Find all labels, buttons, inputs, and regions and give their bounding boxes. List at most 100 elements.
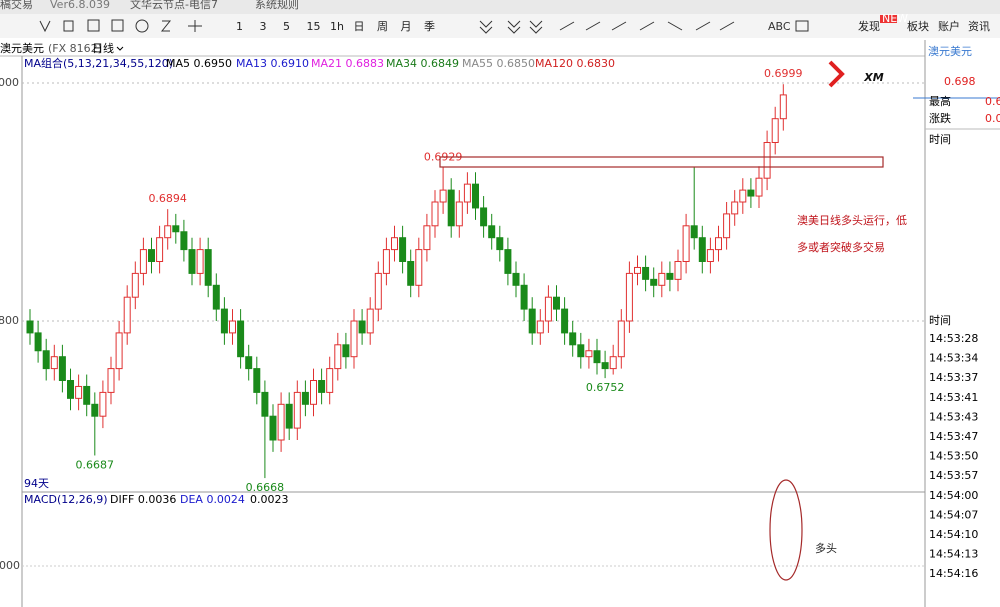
- candle-body: [99, 391, 107, 417]
- candle-body: [431, 201, 439, 227]
- title-text: 稿交易: [0, 0, 33, 11]
- annotation: 多头: [815, 541, 837, 555]
- icon[interactable]: [559, 21, 735, 31]
- candle-body: [763, 142, 771, 179]
- icon[interactable]: [507, 20, 521, 34]
- candle-body: [91, 403, 99, 417]
- candle-body: [358, 320, 366, 334]
- candle-body: [650, 278, 658, 286]
- candle-body: [301, 391, 309, 405]
- candle-body: [528, 308, 536, 334]
- period-button[interactable]: 15: [307, 20, 321, 33]
- candle-body: [131, 272, 139, 298]
- candle-body: [391, 237, 398, 251]
- time-row: 14:53:34: [929, 352, 978, 365]
- candle-body: [553, 296, 560, 310]
- candle-body: [334, 344, 342, 370]
- period-button[interactable]: 1: [236, 20, 243, 33]
- candle-body: [739, 189, 747, 203]
- icon[interactable]: [479, 20, 493, 34]
- period-button[interactable]: 5: [283, 20, 290, 33]
- candle-body: [561, 308, 569, 334]
- side-price: 0.698: [944, 75, 976, 88]
- candle-body: [536, 320, 544, 334]
- highlight-ellipse: [769, 479, 803, 581]
- candle-body: [342, 344, 350, 358]
- icon[interactable]: [39, 20, 51, 33]
- candle-body: [156, 237, 164, 262]
- candle-body: [698, 237, 706, 262]
- title-text: Ver6.8.039: [50, 0, 110, 11]
- dropdown-arrow[interactable]: [116, 46, 124, 51]
- abc-tool[interactable]: ABC: [768, 20, 791, 33]
- candle-body: [642, 266, 650, 280]
- icon[interactable]: [87, 19, 100, 32]
- period-button[interactable]: 周: [377, 20, 388, 33]
- icon[interactable]: [160, 20, 172, 32]
- candle-body: [504, 249, 512, 274]
- candle-body: [625, 272, 633, 322]
- badge-text: NEW: [882, 12, 908, 25]
- period-label[interactable]: 日线: [92, 41, 114, 55]
- period-button[interactable]: 3: [260, 20, 267, 33]
- side-label: 时间: [929, 133, 951, 146]
- icon[interactable]: [135, 19, 149, 33]
- icon[interactable]: [63, 20, 74, 32]
- menu-item[interactable]: 资讯: [968, 20, 990, 33]
- resistance-box: [439, 156, 884, 168]
- ma-legend: MA34 0.6849: [386, 57, 459, 70]
- macd-legend: DIFF 0.0036: [110, 493, 176, 506]
- ma-legend: MA13 0.6910: [236, 57, 309, 70]
- period-button[interactable]: 1h: [330, 20, 344, 33]
- candle-body: [220, 308, 228, 334]
- candle-body: [674, 261, 682, 280]
- ma-legend: MA120 0.6830: [535, 57, 615, 70]
- extreme-label: 0.6999: [764, 67, 803, 80]
- menu-item[interactable]: 发现: [858, 19, 880, 33]
- candle-body: [423, 225, 431, 251]
- macd-legend: 0.0023: [250, 493, 289, 506]
- candle-body: [601, 362, 609, 370]
- candle-body: [658, 272, 666, 286]
- candle-body: [666, 272, 674, 280]
- candle-body: [455, 201, 463, 227]
- candle-body: [593, 350, 601, 364]
- menu-item[interactable]: 账户: [938, 19, 960, 33]
- candle-body: [415, 249, 423, 286]
- candle-body: [715, 237, 722, 251]
- menu-item[interactable]: 板块: [907, 19, 929, 33]
- candle-body: [164, 225, 172, 239]
- candle-body: [706, 249, 714, 263]
- badge: [880, 15, 897, 23]
- icon[interactable]: [795, 20, 809, 32]
- candle-body: [544, 296, 552, 322]
- ma-legend: MA5 0.6950: [166, 57, 232, 70]
- candle-body: [779, 94, 787, 120]
- icon[interactable]: [529, 20, 543, 34]
- candle-body: [212, 284, 220, 310]
- period-button[interactable]: 季: [424, 20, 435, 33]
- candle-body: [196, 249, 204, 274]
- candle-body: [682, 225, 690, 263]
- y-tick-label: 0.7000: [0, 76, 19, 89]
- extreme-label: 0.6752: [586, 381, 625, 394]
- candle-body: [374, 272, 382, 310]
- macd-legend: DEA 0.0024: [180, 493, 245, 506]
- candle-body: [42, 350, 50, 370]
- candle-body: [50, 356, 58, 370]
- candle-body: [569, 332, 577, 346]
- icon[interactable]: [111, 19, 124, 32]
- period-button[interactable]: 月: [401, 20, 412, 33]
- icon[interactable]: [188, 20, 202, 32]
- candle-body: [115, 332, 123, 370]
- candle-body: [496, 237, 504, 251]
- candle-body: [75, 385, 83, 399]
- title-text: 文华云节点-电信7: [130, 0, 218, 11]
- annotation: 澳美日线多头运行，低: [797, 213, 907, 227]
- candle-body: [277, 403, 285, 441]
- days-label: 94天: [24, 477, 49, 490]
- time-row: 14:53:50: [929, 450, 978, 463]
- period-button[interactable]: 日: [354, 20, 365, 33]
- time-row: 14:54:13: [929, 548, 978, 561]
- candle-body: [350, 320, 358, 358]
